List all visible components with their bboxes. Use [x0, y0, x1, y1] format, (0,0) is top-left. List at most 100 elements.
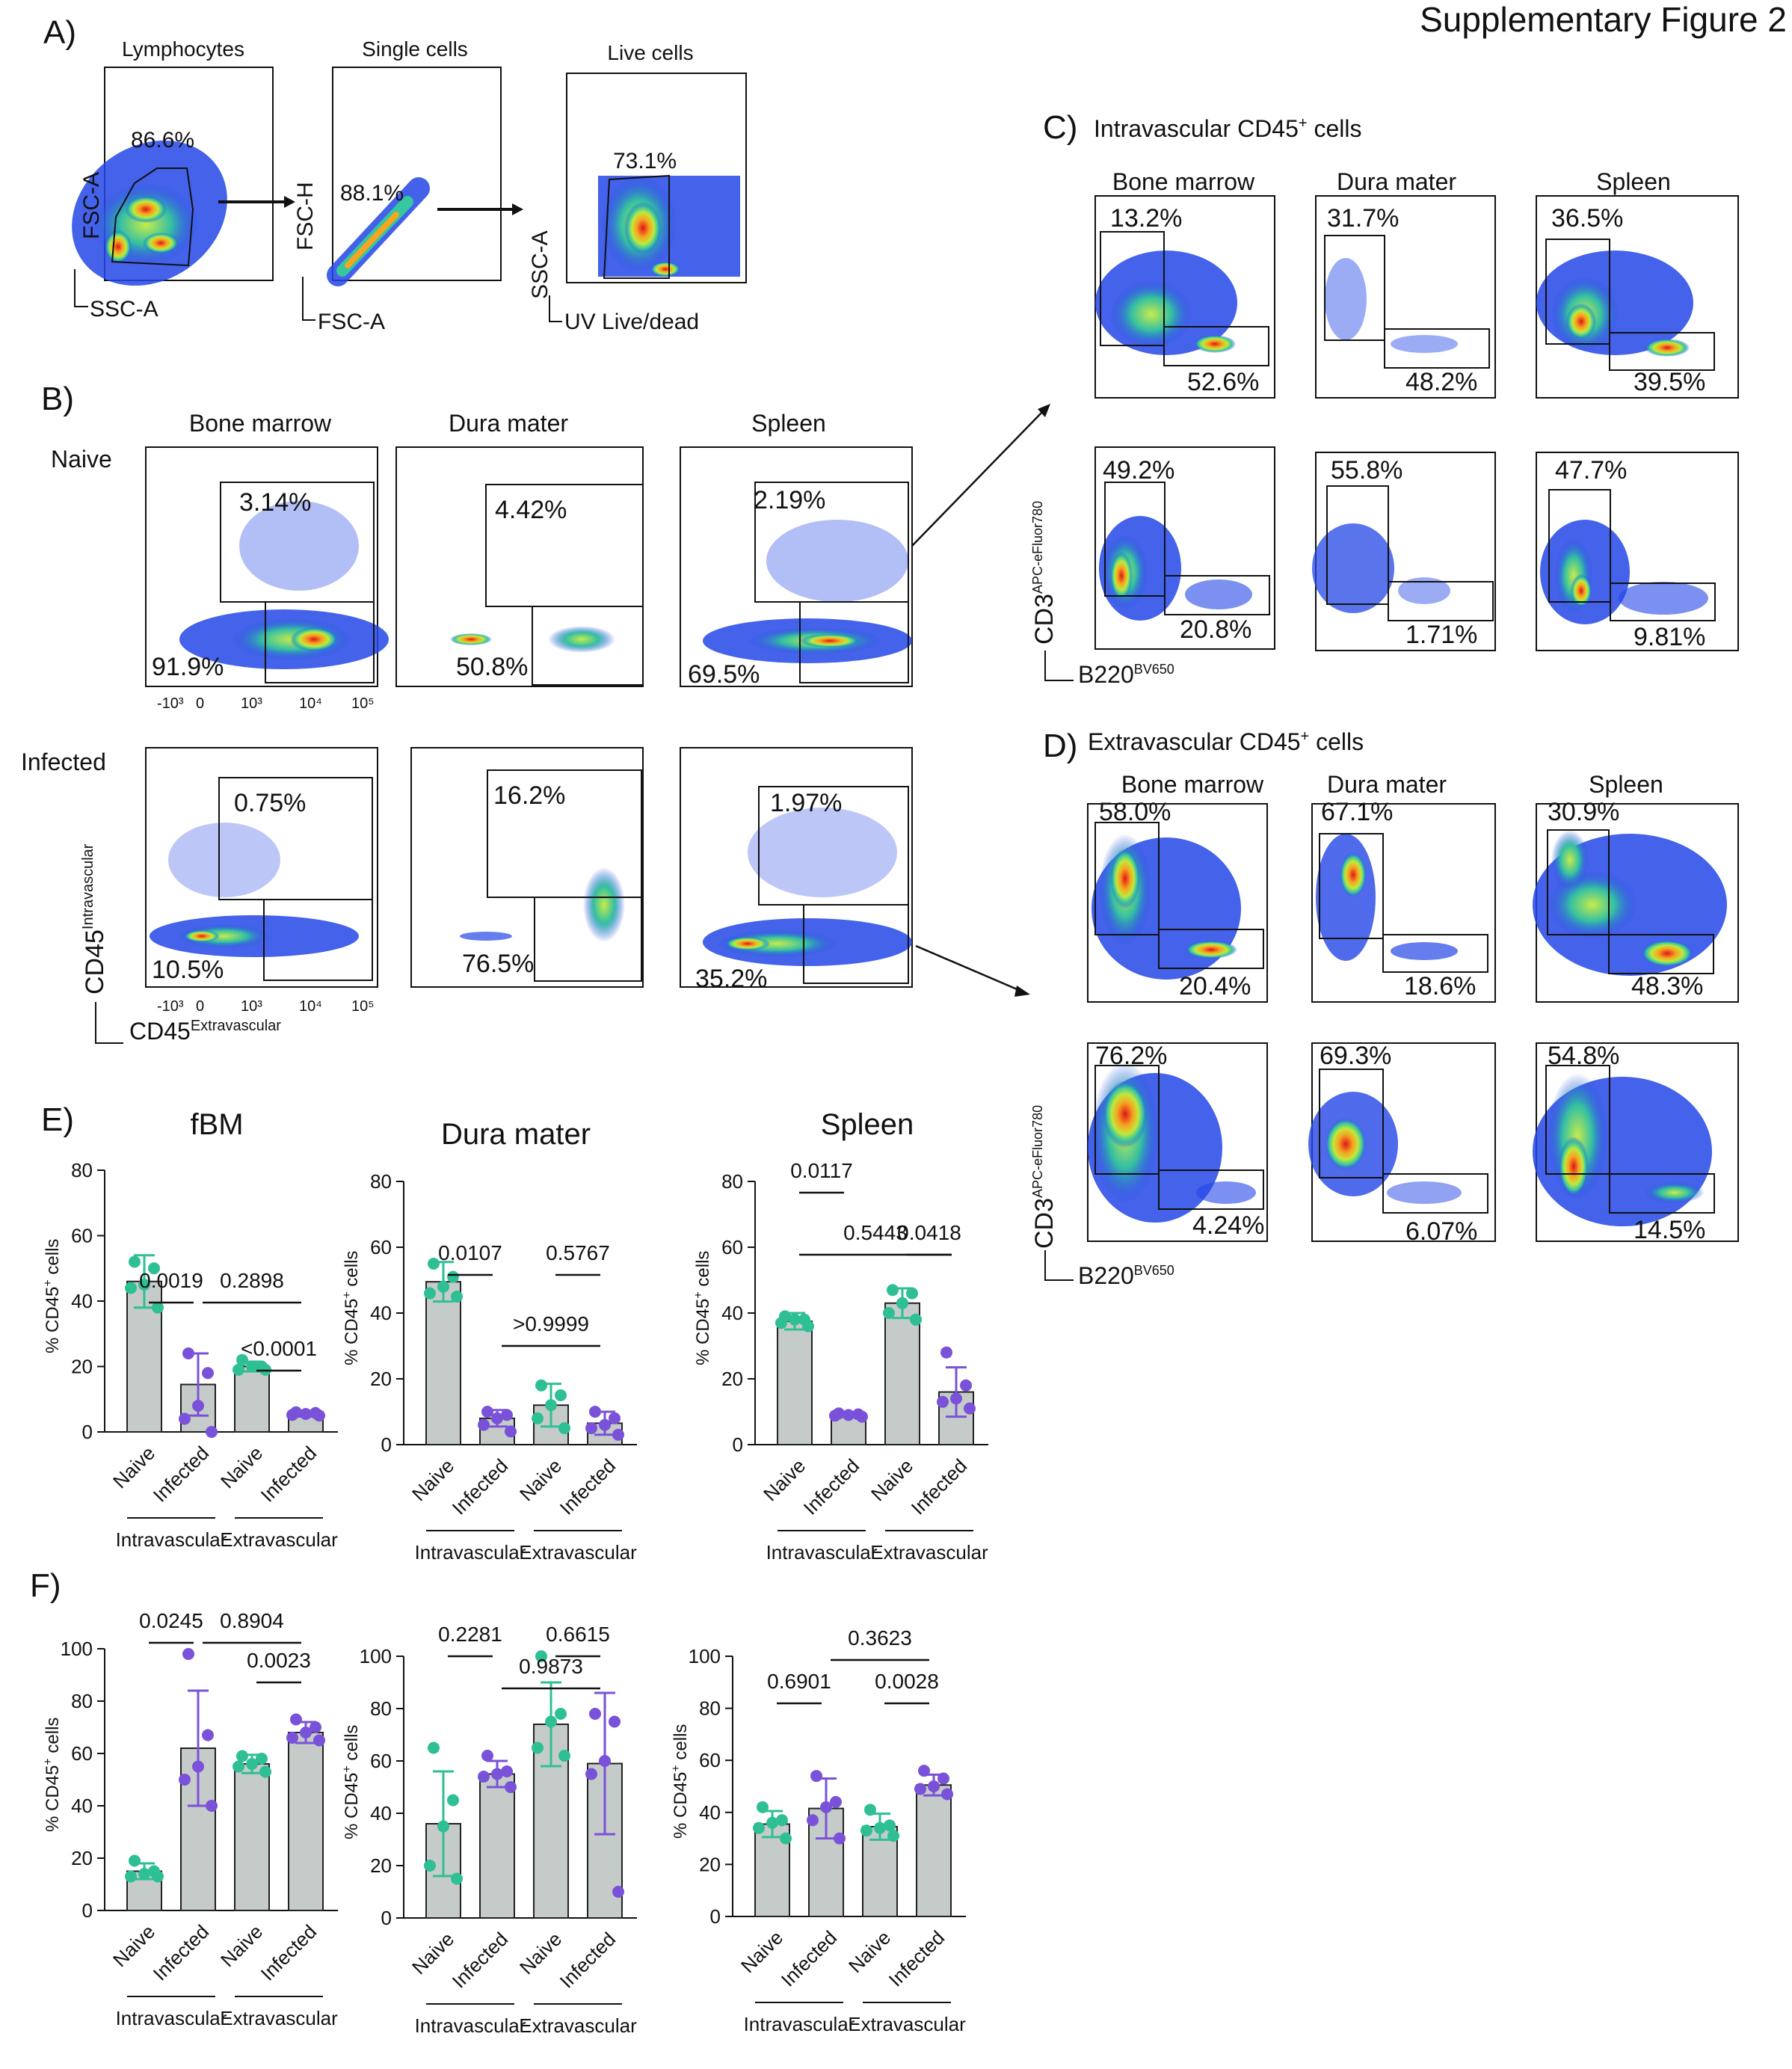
p-value: >0.9999: [513, 1312, 589, 1335]
y-tick-label: 40: [71, 1795, 93, 1817]
data-point: [437, 1280, 449, 1293]
d-col-spleen: Spleen: [1589, 771, 1663, 798]
d-col-dura: Dura mater: [1327, 771, 1447, 798]
data-point: [776, 1814, 788, 1827]
data-point: [884, 1819, 896, 1832]
category-label: Naive: [407, 1928, 458, 1979]
flow-plot: 55.8% 1.71%: [1312, 452, 1496, 651]
y-tick-label: 20: [370, 1368, 392, 1390]
group-label: Extravascular: [519, 1541, 637, 1564]
b-x-ticks: -10³ 0 10³ 10⁴ 10⁵ -10³ 0 10³ 10⁴ 10⁵: [157, 695, 375, 1015]
data-point: [609, 1715, 621, 1728]
flow-plot: 47.7% 9.81%: [1536, 452, 1739, 651]
p-value: 0.0019: [139, 1269, 203, 1292]
p-value: 0.2898: [220, 1269, 284, 1292]
y-tick-label: 100: [689, 1645, 721, 1667]
c-col-bm: Bone marrow: [1112, 168, 1255, 195]
y-tick-label: 100: [360, 1645, 392, 1667]
data-point: [887, 1284, 899, 1297]
data-point: [753, 1821, 765, 1834]
gate-lower: 50.8%: [456, 653, 528, 681]
p-value: 0.3623: [848, 1626, 912, 1650]
category-label: Infected: [884, 1926, 949, 1991]
y-tick-label: 80: [370, 1170, 392, 1193]
panel-b-letter: B): [41, 381, 74, 417]
data-point: [555, 1389, 567, 1401]
y-tick-label: 0: [82, 1421, 93, 1443]
gate-br: 9.81%: [1634, 623, 1705, 651]
row-label-infected: Infected: [21, 748, 106, 775]
data-point: [558, 1422, 570, 1434]
data-point: [834, 1832, 846, 1845]
data-point: [179, 1774, 191, 1786]
group-label: Extravascular: [519, 2014, 637, 2037]
y-tick-label: 0: [733, 1433, 743, 1456]
bar: [916, 1784, 952, 1918]
group-label: Extravascular: [848, 2013, 966, 2035]
y-tick-label: 0: [82, 1899, 93, 1922]
panel-a-letter: A): [43, 14, 76, 51]
data-point: [928, 1780, 940, 1792]
flow-plot: 67.1% 18.6%: [1311, 798, 1496, 1003]
data-point: [757, 1801, 769, 1813]
gate-tl: 69.3%: [1320, 1042, 1391, 1070]
data-point: [532, 1741, 544, 1754]
y-tick-label: 60: [370, 1236, 392, 1258]
panel-d-title: Extravascular CD45+ cells: [1088, 728, 1364, 755]
group-label: Intravascular: [116, 1528, 227, 1551]
category-label: Infected: [448, 1454, 513, 1519]
data-point: [206, 1800, 218, 1812]
col-title-dura: Dura mater: [449, 410, 568, 437]
gate-lower: 76.5%: [462, 950, 534, 978]
gate-br: 4.24%: [1192, 1211, 1264, 1240]
bar: [777, 1321, 813, 1445]
y-tick-label: 0: [381, 1433, 392, 1456]
gate-upper: 2.19%: [754, 486, 825, 514]
p-value: 0.8904: [220, 1609, 284, 1632]
single-cells-plot: Single cells 88.1% FSC-H FSC-A: [293, 37, 502, 334]
bar: [479, 1773, 515, 1919]
p-value: <0.0001: [241, 1337, 317, 1360]
col-title-spleen: Spleen: [751, 410, 826, 437]
data-point: [937, 1395, 949, 1408]
data-point: [290, 1713, 302, 1726]
data-point: [202, 1729, 214, 1741]
data-point: [829, 1409, 841, 1422]
data-point: [310, 1721, 321, 1733]
data-point: [910, 1313, 922, 1326]
data-point: [856, 1410, 868, 1423]
data-point: [233, 1363, 244, 1376]
y-tick-label: 20: [721, 1368, 743, 1390]
data-point: [246, 1758, 258, 1770]
group-label: Extravascular: [220, 1528, 338, 1551]
y-axis-label: % CD45+ cells: [692, 1251, 713, 1365]
flow-plot: 30.9% 48.3%: [1533, 798, 1739, 1003]
data-point: [545, 1399, 557, 1412]
svg-text:10⁴: 10⁴: [299, 998, 322, 1015]
y-tick-label: 40: [721, 1302, 743, 1324]
gate-br: 18.6%: [1404, 972, 1476, 1000]
flow-plot: 2.19% 69.5%: [680, 446, 913, 689]
y-tick-label: 80: [370, 1697, 392, 1720]
category-label: Naive: [216, 1920, 267, 1971]
y-tick-label: 0: [381, 1907, 392, 1929]
category-label: Naive: [515, 1928, 566, 1979]
svg-text:10³: 10³: [241, 998, 262, 1015]
data-point: [589, 1406, 601, 1418]
panel-c-letter: C): [1043, 109, 1077, 146]
data-point: [481, 1406, 493, 1418]
data-point: [599, 1418, 611, 1431]
data-point: [437, 1820, 449, 1833]
data-point: [206, 1426, 218, 1438]
error-bar: [946, 1366, 967, 1418]
data-point: [599, 1755, 611, 1767]
category-label: Infected: [555, 1928, 621, 1993]
data-point: [612, 1428, 624, 1441]
category-label: Naive: [736, 1926, 787, 1977]
data-point: [300, 1407, 312, 1420]
p-value: 0.0245: [139, 1609, 203, 1632]
data-point: [545, 1715, 557, 1728]
panel-f-letter: F): [30, 1567, 61, 1604]
gate-tl: 31.7%: [1327, 204, 1399, 233]
panel-d-letter: D): [1043, 728, 1077, 764]
